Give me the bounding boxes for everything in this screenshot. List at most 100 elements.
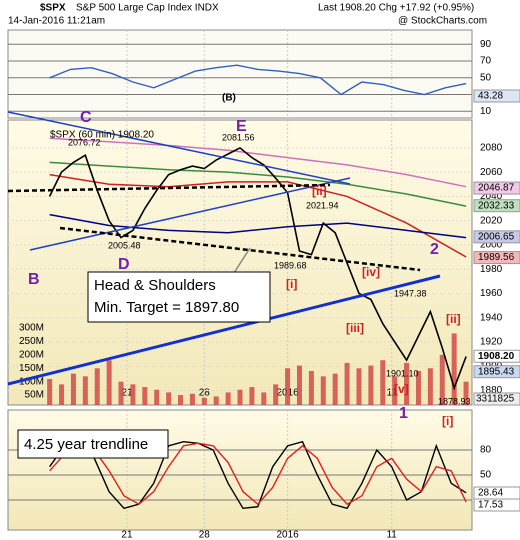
tag-box — [473, 181, 520, 195]
volume-tick-label: 100M — [19, 376, 44, 387]
volume-bar — [296, 365, 302, 405]
x-tick-label: 28 — [199, 388, 211, 399]
value-tag: 1908.20 — [478, 351, 515, 362]
wave-label: [ii] — [312, 184, 327, 198]
wave-label: [iii] — [346, 321, 364, 335]
price-label: 1901.10 — [386, 368, 419, 378]
wave-label: D — [118, 256, 130, 273]
tag-box — [473, 349, 520, 363]
volume-bar — [47, 378, 53, 405]
tag-box — [473, 89, 520, 103]
x-tick-label: 11 — [386, 530, 397, 540]
legend: $SPX (60 min) 1908.20 — [50, 130, 154, 141]
price-label: 2005.48 — [108, 240, 141, 250]
moving-average — [49, 173, 467, 258]
last: Last 1908.20 Chg +17.92 (+0.95%) — [318, 3, 474, 14]
volume-bar — [166, 392, 172, 405]
trend-label: 4.25 year trendline — [24, 436, 148, 453]
trendline — [29, 177, 351, 251]
volume-bar — [332, 373, 338, 405]
wave-label: [v] — [394, 382, 409, 396]
volume-bar — [130, 384, 136, 405]
trendline — [7, 111, 351, 185]
price-label: 1947.38 — [394, 288, 427, 298]
y-tick-label: 1880 — [480, 385, 503, 396]
hs-box — [87, 271, 271, 323]
moving-average — [49, 161, 467, 207]
y-tick-label: 2060 — [480, 167, 503, 178]
volume-bar — [439, 354, 445, 405]
neckline — [59, 226, 421, 272]
volume-bar — [415, 370, 421, 405]
volume-bar — [178, 395, 184, 405]
symbol: $SPX — [40, 3, 66, 14]
volume-bar — [201, 397, 207, 405]
series-line — [49, 64, 467, 96]
volume-bar — [463, 381, 469, 405]
price-label: 1989.68 — [274, 260, 307, 270]
rsi-panel — [7, 29, 473, 119]
x-tick-label: 21 — [121, 530, 133, 540]
volume-bar — [273, 384, 279, 405]
volume-bar — [70, 373, 76, 405]
volume-bar — [356, 368, 362, 405]
date: 14-Jan-2016 11:21am — [8, 16, 105, 27]
source: @ StockCharts.com — [398, 16, 487, 27]
x-tick-label: 2016 — [276, 530, 299, 540]
volume-bar — [404, 362, 410, 405]
wave-label: (B) — [222, 93, 236, 104]
volume-bar — [249, 387, 255, 405]
volume-bar — [59, 384, 65, 405]
price-label: 1878.93 — [438, 396, 471, 406]
value-tag: 17.53 — [478, 500, 503, 511]
volume-bar — [392, 376, 398, 405]
volume-bar — [154, 389, 160, 405]
volume-bar — [118, 381, 124, 405]
wave-label: [i] — [442, 414, 453, 428]
moving-average — [49, 137, 467, 188]
volume-tick-label: 300M — [19, 323, 44, 334]
y-tick-label: 2000 — [480, 240, 503, 251]
volume-bar — [142, 387, 148, 405]
y-tick-label: 1940 — [480, 312, 503, 323]
volume-bar — [213, 396, 219, 405]
volume-bar — [94, 368, 100, 405]
hs-title: Head & Shoulders — [94, 277, 216, 294]
neckline — [7, 183, 331, 193]
y-tick-label: 1920 — [480, 337, 503, 348]
value-tag: 43.28 — [478, 91, 503, 102]
volume-bar — [189, 393, 195, 405]
wave-label: [i] — [286, 277, 297, 291]
moving-average — [49, 213, 467, 239]
volume-bar — [320, 376, 326, 405]
x-tick-label: 21 — [121, 388, 133, 399]
volume-bar — [285, 368, 291, 405]
wave-label: [iv] — [362, 265, 380, 279]
wave-label: B — [28, 271, 40, 288]
volume-bar — [344, 362, 350, 405]
x-tick-label: 11 — [386, 388, 397, 399]
index-name: S&P 500 Large Cap Index INDX — [76, 3, 219, 14]
x-tick-label: 28 — [199, 530, 211, 540]
volume-tick-label: 250M — [19, 336, 44, 347]
stoch-panel — [7, 409, 473, 531]
value-tag: 2032.33 — [478, 200, 515, 211]
y-tick-label: 70 — [480, 56, 492, 67]
value-tag: 1895.43 — [478, 366, 515, 377]
wave-label: [ii] — [446, 312, 461, 326]
trend-box — [17, 429, 169, 459]
tag-box — [473, 230, 520, 244]
y-tick-label: 50 — [480, 470, 492, 481]
value-tag: 28.64 — [478, 488, 503, 499]
tag-box — [473, 251, 520, 265]
y-tick-label: 2080 — [480, 143, 503, 154]
volume-bar — [451, 333, 457, 405]
y-tick-label: 90 — [480, 39, 492, 50]
wave-label: 1 — [399, 405, 408, 422]
volume-bar — [106, 360, 112, 405]
trendline — [7, 274, 441, 386]
y-tick-label: 2040 — [480, 191, 503, 202]
price-label: 2081.56 — [222, 132, 255, 142]
volume-tick-label: 200M — [19, 350, 44, 361]
